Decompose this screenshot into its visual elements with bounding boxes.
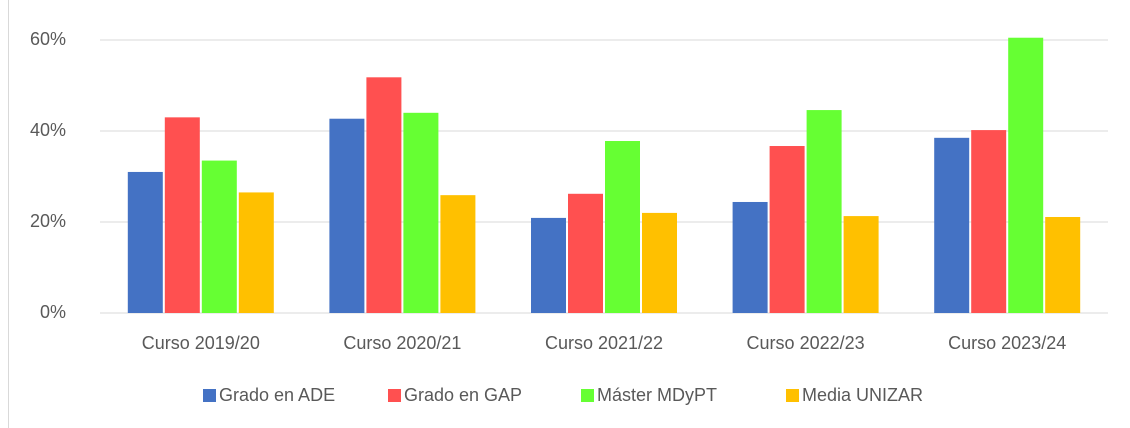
legend-swatch <box>786 389 799 402</box>
y-tick-label: 0% <box>40 302 66 322</box>
bar <box>642 212 677 313</box>
bar <box>201 160 237 313</box>
x-tick-label: Curso 2021/22 <box>545 333 663 353</box>
bar <box>164 117 200 313</box>
bar <box>806 110 842 313</box>
legend-label: Media UNIZAR <box>802 385 923 405</box>
bar <box>1008 37 1044 313</box>
bar <box>403 112 439 313</box>
legend-label: Grado en ADE <box>219 385 335 405</box>
legend-swatch <box>203 389 216 402</box>
y-tick-label: 20% <box>30 211 66 231</box>
bar <box>1045 216 1081 313</box>
bar <box>238 192 274 313</box>
bar <box>732 201 768 313</box>
x-tick-label: Curso 2022/23 <box>747 333 865 353</box>
legend-swatch <box>388 389 401 402</box>
y-tick-label: 40% <box>30 120 66 140</box>
legend-label: Grado en GAP <box>404 385 522 405</box>
x-tick-label: Curso 2019/20 <box>142 333 260 353</box>
bar <box>971 130 1007 313</box>
bar <box>440 195 476 313</box>
bar <box>843 216 879 313</box>
bar <box>605 141 640 313</box>
bar <box>934 137 970 313</box>
x-tick-label: Curso 2023/24 <box>948 333 1066 353</box>
bar <box>531 217 566 313</box>
bar <box>127 171 163 313</box>
bar <box>329 118 365 313</box>
bar <box>366 77 402 313</box>
x-tick-label: Curso 2020/21 <box>343 333 461 353</box>
legend-label: Máster MDyPT <box>597 385 717 405</box>
bar <box>769 146 805 313</box>
y-tick-label: 60% <box>30 29 66 49</box>
bar <box>568 193 603 313</box>
legend-swatch <box>581 389 594 402</box>
